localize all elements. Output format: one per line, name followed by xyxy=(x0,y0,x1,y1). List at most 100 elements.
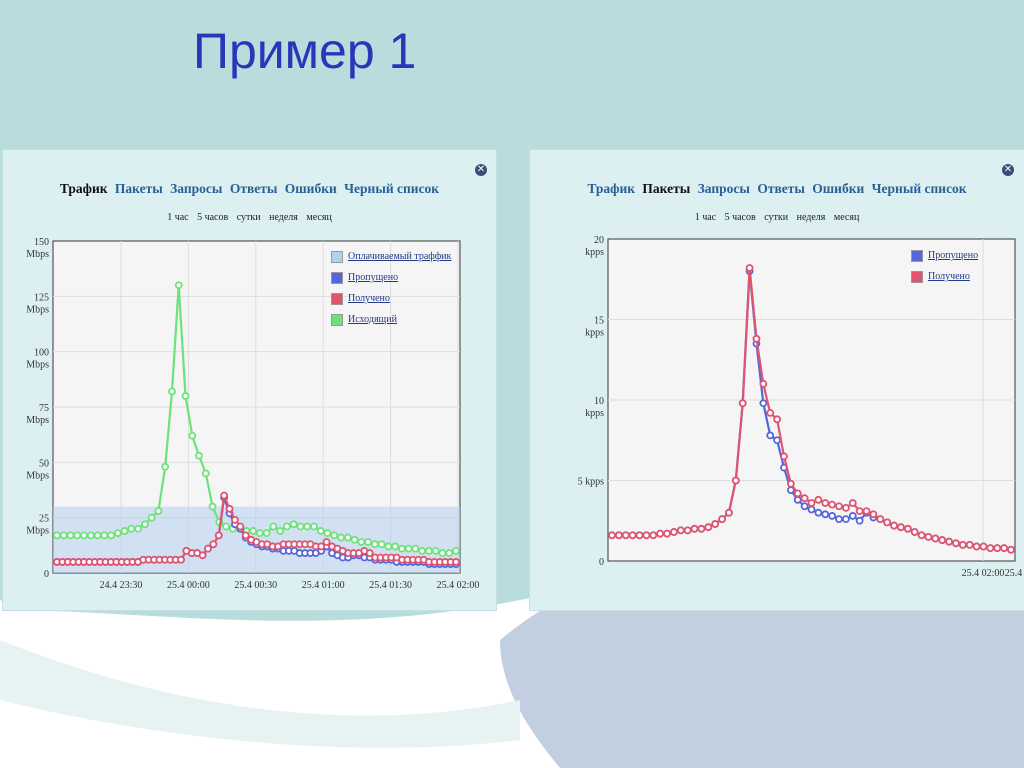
data-point xyxy=(993,544,1002,553)
legend-received[interactable]: Получено xyxy=(911,266,978,287)
legend-outgoing[interactable]: Исходящий xyxy=(331,309,451,330)
data-point xyxy=(86,531,95,540)
legend-passed[interactable]: Пропущено xyxy=(331,267,451,288)
data-point xyxy=(718,515,726,524)
data-point xyxy=(276,527,285,535)
range-day[interactable]: сутки xyxy=(236,212,261,223)
data-point xyxy=(965,540,974,549)
data-point xyxy=(330,531,339,540)
data-point xyxy=(828,512,837,520)
legend-billed[interactable]: Оплачиваемый траффик xyxy=(331,246,451,267)
data-point xyxy=(73,531,82,540)
data-point xyxy=(731,476,740,485)
time-range-selector: 1 час 5 часов сутки неделя месяц xyxy=(530,212,1024,223)
tab-traffic[interactable]: Трафик xyxy=(59,181,108,196)
data-point xyxy=(814,508,823,517)
data-point xyxy=(93,531,102,540)
close-icon[interactable]: ✕ xyxy=(475,164,487,176)
data-point xyxy=(835,515,843,524)
close-icon[interactable]: ✕ xyxy=(1002,164,1014,176)
data-point xyxy=(828,500,837,509)
data-point xyxy=(161,462,170,471)
tab-blacklist[interactable]: Черный список xyxy=(871,181,967,196)
data-point xyxy=(897,523,905,532)
legend-swatch xyxy=(331,292,343,305)
tab-errors[interactable]: Ошибки xyxy=(812,181,865,196)
tab-errors[interactable]: Ошибки xyxy=(284,181,337,196)
data-point xyxy=(807,499,816,507)
data-point xyxy=(404,544,413,553)
tab-traffic[interactable]: Трафик xyxy=(587,181,636,196)
data-point xyxy=(649,531,658,540)
y-tick-label: 0 xyxy=(44,569,49,580)
data-point xyxy=(337,533,345,542)
range-1h[interactable]: 1 час xyxy=(167,212,189,223)
data-point xyxy=(147,513,156,522)
tab-requests[interactable]: Запросы xyxy=(697,181,750,196)
data-point xyxy=(107,531,116,540)
data-point xyxy=(704,523,713,532)
data-point xyxy=(452,558,460,566)
data-point xyxy=(425,546,433,555)
data-point xyxy=(113,529,122,538)
data-point xyxy=(204,544,212,553)
y-tick-label: 10 xyxy=(594,396,604,407)
legend-swatch xyxy=(331,250,343,263)
data-point xyxy=(445,549,454,557)
data-point xyxy=(59,531,68,540)
tab-packets[interactable]: Пакеты xyxy=(114,181,163,196)
data-point xyxy=(814,495,823,504)
data-point xyxy=(614,531,623,540)
legend-swatch xyxy=(911,270,923,283)
range-1h[interactable]: 1 час xyxy=(694,212,717,223)
data-point xyxy=(876,515,885,524)
data-point xyxy=(903,524,912,533)
y-tick-unit: Mbps xyxy=(26,249,49,260)
range-5h[interactable]: 5 часов xyxy=(197,212,229,223)
y-tick-label: 150 xyxy=(34,237,49,248)
data-point xyxy=(725,508,733,517)
legend-passed[interactable]: Пропущено xyxy=(911,245,978,266)
y-tick-label: 20 xyxy=(594,235,604,246)
data-point xyxy=(127,524,136,533)
data-point xyxy=(800,502,809,511)
data-point xyxy=(841,503,850,512)
range-month[interactable]: месяц xyxy=(833,212,860,223)
data-point xyxy=(656,529,665,538)
data-point xyxy=(397,544,406,553)
range-month[interactable]: месяц xyxy=(306,212,332,223)
data-point xyxy=(431,546,440,555)
data-point xyxy=(663,529,671,538)
x-tick-label: 25.4 01:00 xyxy=(302,580,345,591)
data-point xyxy=(283,522,291,531)
range-week[interactable]: неделя xyxy=(796,212,826,223)
data-point xyxy=(370,540,379,549)
y-tick-unit: Mbps xyxy=(26,526,49,537)
data-point xyxy=(255,529,264,538)
x-tick-label: 25.4 02:00 xyxy=(962,568,1005,579)
data-point xyxy=(343,533,352,542)
data-point xyxy=(862,507,871,515)
data-point xyxy=(786,479,795,488)
data-point xyxy=(365,549,374,557)
data-point xyxy=(793,489,802,498)
tab-responses[interactable]: Ответы xyxy=(229,181,278,196)
range-5h[interactable]: 5 часов xyxy=(724,212,756,223)
data-point xyxy=(766,408,775,417)
data-point xyxy=(855,507,864,515)
tab-blacklist[interactable]: Черный список xyxy=(344,181,440,196)
y-tick-label: 50 xyxy=(39,458,49,469)
time-range-selector: 1 час 5 часов сутки неделя месяц xyxy=(3,212,496,223)
y-tick-unit: Mbps xyxy=(26,415,49,426)
data-point xyxy=(752,334,761,343)
data-point xyxy=(236,522,245,531)
legend-received[interactable]: Получено xyxy=(331,288,451,309)
data-point xyxy=(773,436,782,445)
tab-packets[interactable]: Пакеты xyxy=(642,181,691,196)
range-day[interactable]: сутки xyxy=(764,212,789,223)
data-point xyxy=(945,537,953,546)
tab-requests[interactable]: Запросы xyxy=(170,181,223,196)
tab-responses[interactable]: Ответы xyxy=(757,181,805,196)
data-point xyxy=(384,542,393,551)
range-week[interactable]: неделя xyxy=(269,212,298,223)
